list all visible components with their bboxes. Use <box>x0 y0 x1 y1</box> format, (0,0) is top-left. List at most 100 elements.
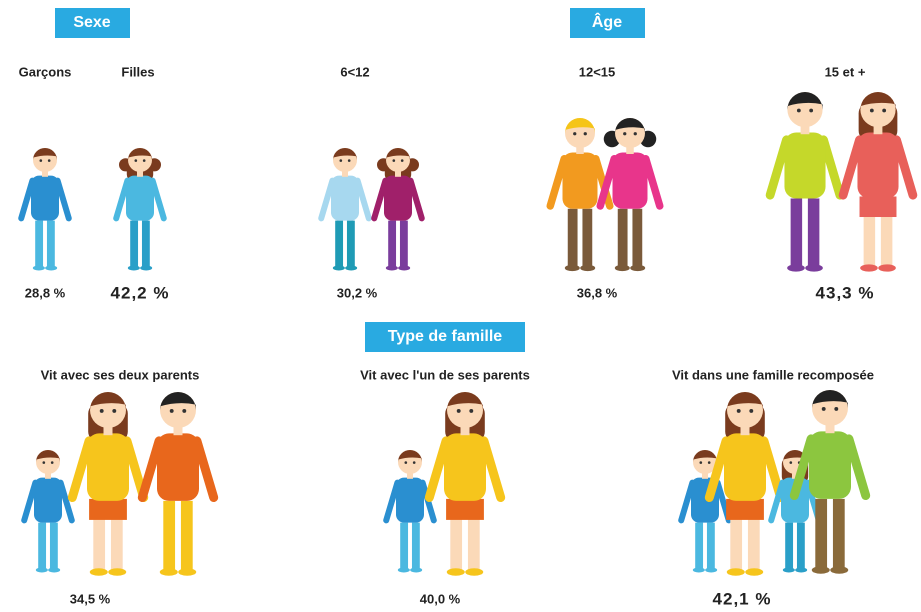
leg <box>707 523 715 570</box>
body <box>613 153 648 209</box>
body <box>563 153 598 209</box>
leg <box>791 198 802 268</box>
person-figure <box>21 148 69 271</box>
shoe <box>128 266 140 271</box>
leg <box>797 523 805 570</box>
shoe <box>860 264 878 271</box>
leg <box>142 221 150 268</box>
person-figure <box>321 148 369 271</box>
arm <box>770 140 786 195</box>
eye <box>623 132 626 135</box>
person-figure <box>374 148 422 271</box>
eye <box>182 409 186 413</box>
shoe <box>693 568 705 573</box>
eye <box>405 461 408 464</box>
shoe <box>795 568 807 573</box>
group-value: 36,8 % <box>577 285 618 300</box>
arm <box>116 181 127 219</box>
arm <box>550 159 564 206</box>
leg <box>785 523 793 570</box>
leg <box>38 523 46 570</box>
eye <box>100 409 104 413</box>
leg <box>35 221 43 268</box>
body <box>31 176 59 221</box>
person-figure <box>770 92 840 272</box>
group-value: 42,2 % <box>111 283 170 302</box>
body <box>857 132 898 198</box>
skirt <box>726 499 764 520</box>
body <box>157 433 199 501</box>
group-label: 15 et + <box>825 64 866 79</box>
group-value: 28,8 % <box>25 285 66 300</box>
arm <box>386 483 397 521</box>
body <box>126 176 154 221</box>
group-label: Garçons <box>19 64 72 79</box>
leg <box>808 198 819 268</box>
body <box>331 176 359 221</box>
shoe <box>783 568 795 573</box>
eye <box>822 407 826 411</box>
eye <box>48 159 51 162</box>
group-label: 12<15 <box>579 64 616 79</box>
shoe <box>465 568 483 576</box>
shoe <box>33 266 45 271</box>
leg <box>400 523 408 570</box>
eye <box>573 132 576 135</box>
leg <box>632 209 642 268</box>
group-value: 30,2 % <box>337 285 378 300</box>
arm <box>61 483 72 521</box>
person-figure <box>386 450 434 573</box>
eye <box>135 159 138 162</box>
person-figure <box>429 392 500 576</box>
shoe <box>727 568 745 576</box>
shoe <box>580 265 595 271</box>
leg <box>815 499 827 570</box>
leg <box>400 221 408 268</box>
shoe <box>812 566 830 574</box>
eye <box>809 109 813 113</box>
person-figure <box>142 392 213 576</box>
infographic: Sexe Âge Type de famille Garçons Filles … <box>0 0 921 612</box>
eye <box>584 132 587 135</box>
leg <box>412 523 420 570</box>
skirt <box>446 499 484 520</box>
arm <box>153 181 164 219</box>
eye <box>340 159 343 162</box>
leg <box>582 209 592 268</box>
body <box>384 176 412 221</box>
eye <box>170 409 174 413</box>
person-figure <box>72 392 143 576</box>
eye <box>870 109 874 113</box>
shoe <box>630 265 645 271</box>
eye <box>834 407 838 411</box>
skirt <box>89 499 127 520</box>
eye <box>112 409 116 413</box>
eye <box>634 132 637 135</box>
shoe <box>140 266 152 271</box>
shoe <box>178 568 196 576</box>
body <box>396 478 424 523</box>
group-value: 40,0 % <box>420 591 461 606</box>
body <box>724 433 766 501</box>
eye <box>737 409 741 413</box>
group-label: Vit avec ses deux parents <box>41 367 200 382</box>
leg <box>833 499 845 570</box>
arm <box>896 140 912 195</box>
eye <box>43 461 46 464</box>
group-value: 42,1 % <box>713 589 772 608</box>
arm <box>429 441 446 498</box>
person-figure <box>843 92 913 272</box>
leg <box>347 221 355 268</box>
shoe <box>398 568 410 573</box>
arm <box>411 181 422 219</box>
person-figure <box>116 148 164 271</box>
arm <box>484 441 501 498</box>
body <box>444 433 486 501</box>
shoe <box>333 266 345 271</box>
arm <box>849 439 866 496</box>
eye <box>457 409 461 413</box>
eye <box>700 461 703 464</box>
shoe <box>48 568 60 573</box>
leg <box>163 501 175 572</box>
shoe <box>787 264 805 271</box>
